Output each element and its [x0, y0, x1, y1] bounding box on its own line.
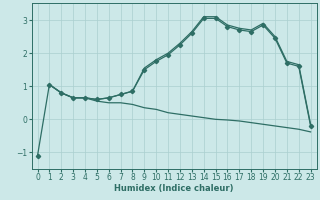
X-axis label: Humidex (Indice chaleur): Humidex (Indice chaleur): [114, 184, 234, 193]
